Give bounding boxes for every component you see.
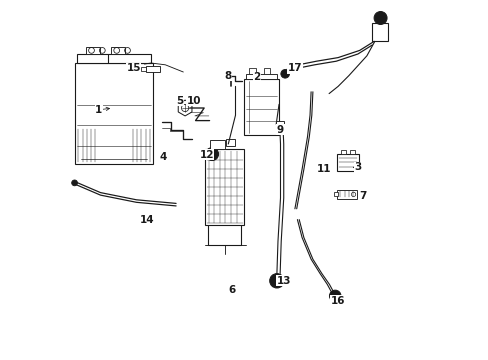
Text: 4: 4 xyxy=(160,152,167,162)
Circle shape xyxy=(72,180,77,186)
Bar xyxy=(340,150,346,154)
Bar xyxy=(337,190,356,199)
Circle shape xyxy=(205,148,218,161)
Text: 15: 15 xyxy=(126,63,141,73)
Text: 10: 10 xyxy=(186,96,201,106)
Text: 17: 17 xyxy=(287,63,302,73)
Bar xyxy=(244,79,279,135)
Bar xyxy=(249,68,255,74)
Bar xyxy=(226,139,235,146)
Text: 7: 7 xyxy=(359,191,366,201)
Text: 9: 9 xyxy=(276,125,284,135)
Bar xyxy=(111,47,124,54)
Circle shape xyxy=(373,12,386,24)
Circle shape xyxy=(280,69,289,78)
Bar xyxy=(337,154,358,171)
Circle shape xyxy=(329,290,340,302)
Text: 1: 1 xyxy=(95,105,102,115)
Text: 13: 13 xyxy=(276,276,291,286)
Bar xyxy=(245,74,277,79)
Text: 5: 5 xyxy=(176,96,183,106)
Bar xyxy=(263,68,269,74)
Bar xyxy=(77,54,151,63)
Bar xyxy=(371,23,387,41)
Text: 3: 3 xyxy=(353,162,361,172)
Bar xyxy=(276,121,284,128)
Text: 11: 11 xyxy=(316,164,330,174)
Text: 6: 6 xyxy=(228,285,235,295)
Bar xyxy=(75,63,152,164)
Bar xyxy=(204,149,244,225)
Text: 2: 2 xyxy=(253,72,260,82)
Bar xyxy=(86,47,100,54)
Circle shape xyxy=(273,277,280,284)
Polygon shape xyxy=(178,100,192,116)
Text: 8: 8 xyxy=(224,71,231,81)
Bar xyxy=(141,67,145,71)
Circle shape xyxy=(209,151,215,157)
Bar xyxy=(349,150,355,154)
Bar xyxy=(333,192,337,196)
Text: 16: 16 xyxy=(330,296,345,306)
Text: 12: 12 xyxy=(199,150,214,160)
Bar xyxy=(210,140,224,149)
Text: 14: 14 xyxy=(140,215,154,225)
Bar xyxy=(145,66,160,72)
Circle shape xyxy=(269,274,284,288)
